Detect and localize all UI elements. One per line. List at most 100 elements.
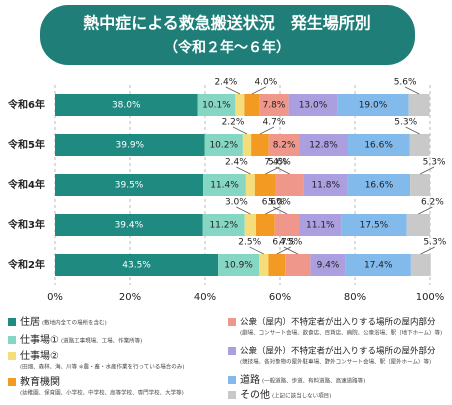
legend-label: 公衆（屋内）不特定者が出入りする場所の屋内部分 bbox=[240, 317, 436, 328]
value-label: 10.2% bbox=[209, 141, 238, 151]
legend-note: (田畑、森林、海、川等 ※農・畜・水産作業を行っている場合のみ) bbox=[20, 363, 184, 371]
legend-label: 仕事場① bbox=[20, 333, 59, 346]
title-box bbox=[40, 5, 415, 65]
value-label: 4.5% bbox=[279, 238, 302, 248]
value-label: 6.2% bbox=[421, 198, 444, 208]
leader-line bbox=[420, 246, 435, 255]
x-tick-label: 80% bbox=[344, 292, 366, 303]
category-label: 令和6年 bbox=[7, 98, 45, 111]
value-label: 5.0% bbox=[268, 198, 291, 208]
value-label: 16.6% bbox=[365, 181, 394, 191]
bar-segment bbox=[406, 214, 430, 236]
bar-segment bbox=[244, 214, 256, 236]
value-label: 7.4% bbox=[264, 158, 287, 168]
legend-note: (競技場、各対象物の屋外駐車場、野外コンサート会場、駅（屋外ホーム）等) bbox=[240, 358, 431, 366]
bar-segment bbox=[303, 174, 348, 196]
legend-label: 教育機関 bbox=[20, 375, 60, 388]
value-label: 5.6% bbox=[268, 158, 291, 168]
legend-swatch bbox=[228, 376, 236, 384]
legend-swatch bbox=[8, 352, 16, 360]
category-label: 令和5年 bbox=[7, 138, 45, 151]
value-label: 11.4% bbox=[210, 181, 239, 191]
value-label: 9.4% bbox=[317, 261, 340, 271]
legend-swatch bbox=[228, 318, 236, 326]
chart-subtitle: （令和２年～６年） bbox=[164, 39, 290, 56]
bar-segment bbox=[341, 214, 407, 236]
legend-note: (道路工事現場、工場、作業所等) bbox=[61, 337, 142, 345]
bar-segment bbox=[244, 94, 260, 116]
bar-segment bbox=[347, 134, 410, 156]
value-label: 8.2% bbox=[273, 141, 296, 151]
x-tick-label: 20% bbox=[119, 292, 141, 303]
value-label: 10.9% bbox=[224, 261, 253, 271]
value-label: 17.4% bbox=[364, 261, 393, 271]
leader-line bbox=[275, 166, 290, 175]
legend-note: (上記に該当しない項目) bbox=[272, 392, 331, 400]
value-label: 38.0% bbox=[112, 101, 141, 111]
legend-label: 仕事場② bbox=[20, 349, 59, 362]
bar-segment bbox=[251, 134, 269, 156]
bar-segment bbox=[259, 94, 289, 116]
legend-swatch bbox=[8, 336, 16, 344]
bar-segment bbox=[408, 94, 430, 116]
value-label: 11.1% bbox=[306, 221, 335, 231]
bar-segment bbox=[259, 254, 269, 276]
bar-segment bbox=[55, 134, 205, 156]
bar-segment bbox=[55, 214, 203, 236]
leader-line bbox=[418, 206, 433, 215]
value-label: 2.2% bbox=[222, 118, 245, 128]
value-label: 16.6% bbox=[364, 141, 393, 151]
value-label: 11.8% bbox=[311, 181, 340, 191]
leader-line bbox=[236, 206, 251, 215]
bar-segment bbox=[204, 134, 243, 156]
value-label: 12.8% bbox=[309, 141, 338, 151]
leader-line bbox=[265, 206, 280, 215]
value-label: 39.5% bbox=[115, 181, 144, 191]
value-label: 39.4% bbox=[115, 221, 144, 231]
x-tick-label: 40% bbox=[194, 292, 216, 303]
value-label: 5.6% bbox=[394, 78, 417, 88]
bar-segment bbox=[275, 174, 304, 196]
x-tick-label: 100% bbox=[416, 292, 445, 303]
leader-line bbox=[225, 86, 241, 95]
bar-segment bbox=[268, 134, 300, 156]
value-label: 5.3% bbox=[423, 238, 446, 248]
bar-segment bbox=[345, 254, 411, 276]
leader-line bbox=[272, 206, 288, 215]
bar-segment bbox=[254, 174, 276, 196]
category-label: 令和3年 bbox=[7, 218, 45, 231]
legend-label: 住居 bbox=[20, 315, 40, 328]
category-label: 令和2年 bbox=[7, 258, 45, 271]
value-label: 2.5% bbox=[238, 238, 261, 248]
bar-segment bbox=[55, 94, 198, 116]
legend-swatch bbox=[8, 378, 16, 386]
legend-note: (幼稚園、保育園、小学校、中学校、高等学校、専門学校、大学等) bbox=[20, 389, 184, 397]
leader-line bbox=[404, 86, 420, 95]
category-label: 令和4年 bbox=[7, 178, 45, 191]
value-label: 3.0% bbox=[225, 198, 248, 208]
leader-line bbox=[276, 246, 291, 255]
bar-segment bbox=[55, 254, 219, 276]
bar-segment bbox=[197, 94, 236, 116]
value-label: 4.0% bbox=[254, 78, 277, 88]
x-tick-label: 0% bbox=[47, 292, 63, 303]
legend-label: 公衆（屋外）不特定者が出入りする場所の屋外部分 bbox=[240, 346, 436, 357]
chart-title: 熱中症による救急搬送状況 発生場所別 bbox=[83, 14, 371, 33]
value-label: 4.7% bbox=[263, 118, 286, 128]
legend-swatch bbox=[228, 391, 236, 399]
value-label: 13.0% bbox=[299, 101, 328, 111]
value-label: 5.3% bbox=[423, 158, 446, 168]
legend-swatch bbox=[228, 347, 236, 355]
bar-segment bbox=[410, 174, 430, 196]
leader-line bbox=[419, 166, 435, 175]
value-label: 6.6% bbox=[262, 198, 285, 208]
legend-label: その他 bbox=[240, 388, 270, 401]
legend-note: (一般道路、歩道、有料道路、高速道路等) bbox=[262, 377, 365, 385]
value-label: 5.3% bbox=[394, 118, 417, 128]
leader-line bbox=[405, 126, 420, 135]
bar-segment bbox=[268, 254, 286, 276]
value-label: 17.5% bbox=[360, 221, 389, 231]
value-label: 43.5% bbox=[122, 261, 151, 271]
legend-note: (敷地内全ての場所を含む) bbox=[42, 319, 107, 327]
